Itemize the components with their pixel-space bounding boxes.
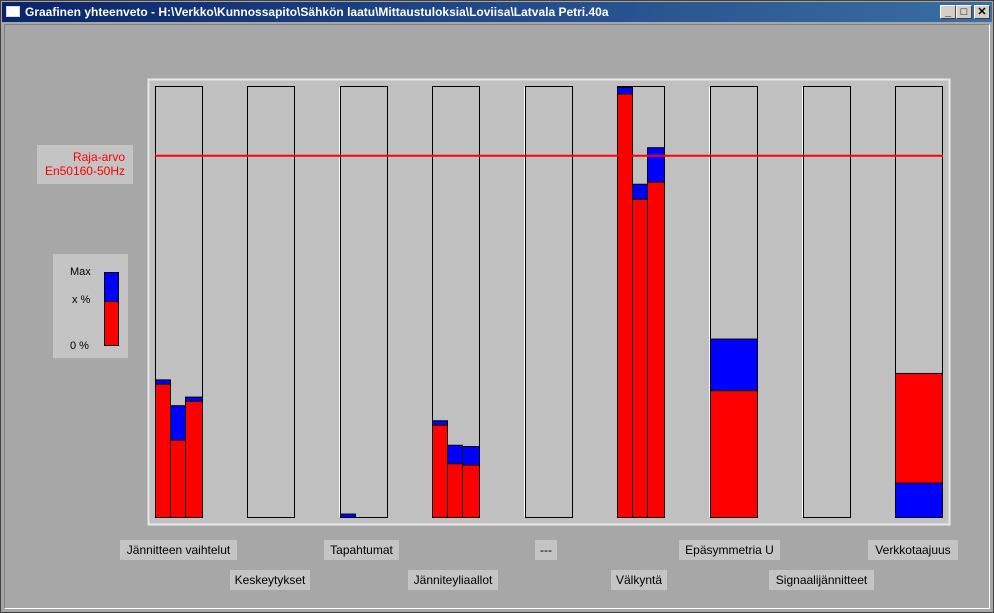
- bar-x-0-0: [155, 383, 171, 519]
- legend: Max x % 0 %: [53, 254, 128, 358]
- legend-max-label: Max: [70, 266, 91, 278]
- bar-max-5-1: [632, 183, 648, 200]
- close-button[interactable]: ✕: [974, 5, 990, 19]
- bar-max-2-0: [340, 513, 356, 518]
- legend-zero-label: 0 %: [70, 340, 89, 352]
- bar-x-5-1: [632, 198, 648, 519]
- bar-max-3-0: [432, 420, 448, 426]
- category-label-0[interactable]: Jännitteen vaihtelut: [120, 540, 237, 560]
- chart-frame: [147, 78, 951, 526]
- window-icon[interactable]: [6, 6, 20, 17]
- bar-max-3-2: [462, 446, 480, 466]
- bar-max-0-1: [170, 405, 186, 441]
- bar-max-5-2: [647, 147, 665, 183]
- legend-x-label: x %: [72, 294, 91, 306]
- bar-max-0-2: [185, 396, 203, 402]
- category-label-1[interactable]: Keskeytykset: [230, 570, 310, 590]
- limit-label-box: Raja-arvo En50160-50Hz: [37, 145, 133, 184]
- bar-max-5-0: [617, 87, 633, 95]
- bar-x-0-1: [170, 439, 186, 519]
- category-panel-2: [340, 86, 388, 518]
- bar-x-5-2: [647, 181, 665, 518]
- category-label-3[interactable]: Jänniteyliaallot: [408, 570, 498, 590]
- category-label-4[interactable]: ---: [535, 540, 557, 560]
- bar-x-3-1: [447, 463, 463, 518]
- category-panel-4: [525, 86, 573, 518]
- category-label-2[interactable]: Tapahtumat: [324, 540, 399, 560]
- category-label-7[interactable]: Signaalijännitteet: [769, 570, 874, 590]
- bar-x-0-2: [185, 400, 203, 518]
- category-label-6[interactable]: Epäsymmetria U: [679, 540, 780, 560]
- limit-label-line1: Raja-arvo: [72, 150, 125, 164]
- bar-max-6-0: [710, 338, 758, 392]
- bar-max-0-0: [155, 379, 171, 385]
- bar-x-6-0: [710, 390, 758, 518]
- title-bar[interactable]: Graafinen yhteenveto - H:\Verkko\Kunnoss…: [2, 2, 992, 22]
- maximize-button[interactable]: □: [956, 5, 972, 19]
- bar-x-5-0: [617, 93, 633, 518]
- bar-max-8-0: [895, 482, 943, 519]
- limit-label-line2: En50160-50Hz: [44, 164, 125, 178]
- legend-x-swatch: [104, 301, 119, 346]
- window-title: Graafinen yhteenveto - H:\Verkko\Kunnoss…: [25, 5, 609, 19]
- bar-x-8-0: [895, 372, 943, 484]
- bar-max-3-1: [447, 444, 463, 465]
- category-label-5[interactable]: Välkyntä: [611, 570, 667, 590]
- category-panel-7: [803, 86, 851, 518]
- minimize-button[interactable]: _: [940, 5, 956, 19]
- bar-x-3-2: [462, 464, 480, 519]
- bar-x-3-0: [432, 424, 448, 518]
- category-panel-1: [247, 86, 295, 518]
- category-label-8[interactable]: Verkkotaajuus: [868, 540, 958, 560]
